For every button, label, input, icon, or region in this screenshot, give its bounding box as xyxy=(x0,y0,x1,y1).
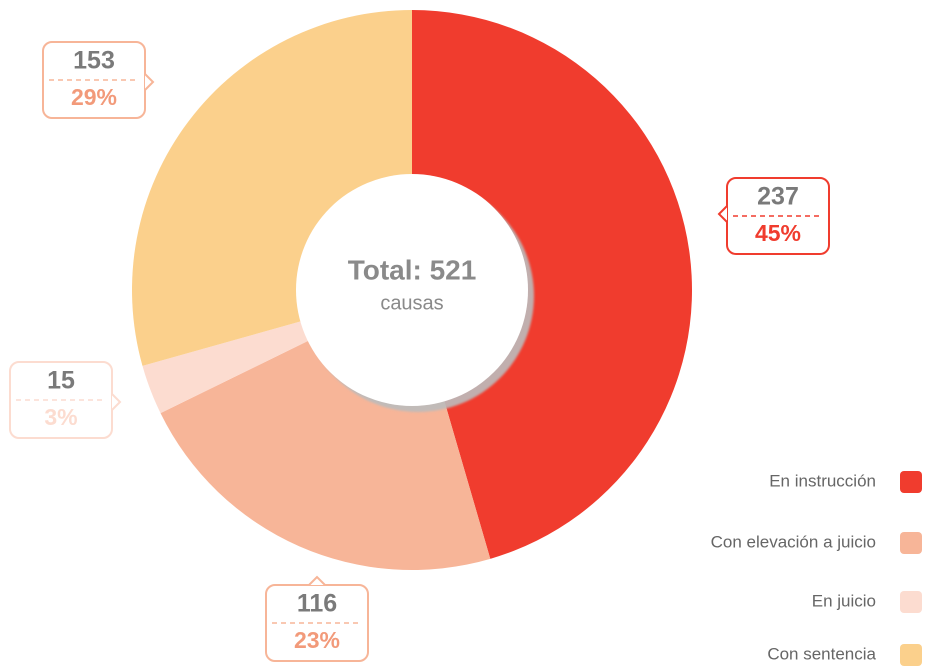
legend-label: En instrucción xyxy=(769,471,876,490)
callout-value: 116 xyxy=(297,590,337,618)
center-label: Total: 521 xyxy=(348,254,477,285)
callout-share: 23% xyxy=(294,627,340,653)
legend-label: Con elevación a juicio xyxy=(711,532,876,551)
legend-swatch xyxy=(900,532,922,554)
legend-swatch xyxy=(900,471,922,493)
callout-share: 29% xyxy=(71,84,117,110)
legend-label: En juicio xyxy=(812,591,876,610)
callout-value: 15 xyxy=(47,367,75,395)
donut-hole xyxy=(296,174,528,406)
callout-value: 237 xyxy=(757,183,799,211)
callout-share: 45% xyxy=(755,220,801,246)
legend-label: Con sentencia xyxy=(767,644,876,663)
callout-pointer xyxy=(144,73,155,91)
callout-share: 3% xyxy=(44,404,77,430)
legend-swatch xyxy=(900,591,922,613)
callout-value: 153 xyxy=(73,47,115,75)
center-sublabel: causas xyxy=(380,292,443,314)
slice xyxy=(412,10,693,559)
legend-swatch xyxy=(900,644,922,666)
callout-pointer xyxy=(717,205,728,223)
callout-pointer xyxy=(111,393,122,411)
callout-pointer xyxy=(308,575,326,586)
